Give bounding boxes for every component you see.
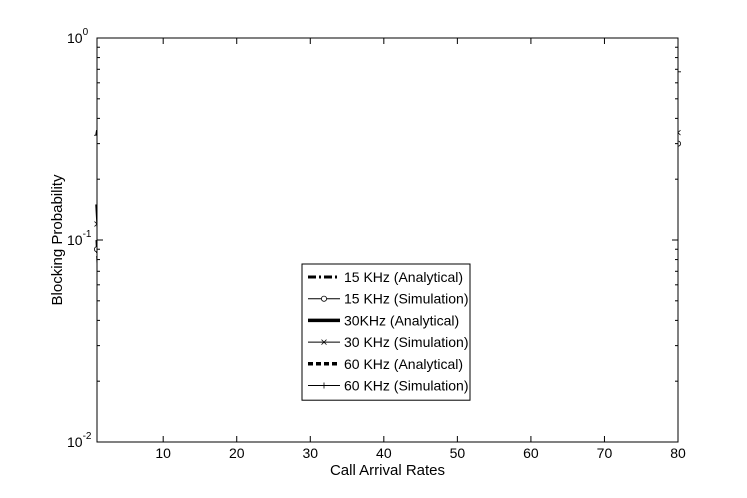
legend-label: 30KHz (Analytical) xyxy=(344,312,459,328)
legend-label: 60 KHz (Simulation) xyxy=(344,378,469,394)
x-tick-label: 20 xyxy=(229,445,245,461)
x-axis-title: Call Arrival Rates xyxy=(330,462,445,479)
x-tick-label: 80 xyxy=(670,445,686,461)
y-tick-label: 10-1 xyxy=(67,229,92,248)
legend-marker xyxy=(321,382,327,389)
x-tick-label: 30 xyxy=(302,445,318,461)
x-tick-label: 50 xyxy=(450,445,466,461)
legend-marker xyxy=(320,295,327,302)
x-tick-label: 40 xyxy=(376,445,392,461)
x-tick-label: 10 xyxy=(155,445,171,461)
legend-label: 15 KHz (Simulation) xyxy=(344,291,469,307)
y-tick-label: 10-2 xyxy=(67,431,92,450)
x-tick-label: 70 xyxy=(597,445,613,461)
legend: 15 KHz (Analytical) 15 KHz (Simulation) 30… xyxy=(301,263,471,401)
legend-box xyxy=(301,263,471,401)
legend-label: 30 KHz (Simulation) xyxy=(344,334,469,350)
legend-label: 60 KHz (Analytical) xyxy=(344,356,463,372)
legend-label: 15 KHz (Analytical) xyxy=(344,269,463,285)
legend-marker xyxy=(321,339,327,345)
y-tick-label: 100 xyxy=(67,27,89,46)
y-axis-title: Blocking Probability xyxy=(49,174,66,305)
x-tick-label: 60 xyxy=(523,445,539,461)
